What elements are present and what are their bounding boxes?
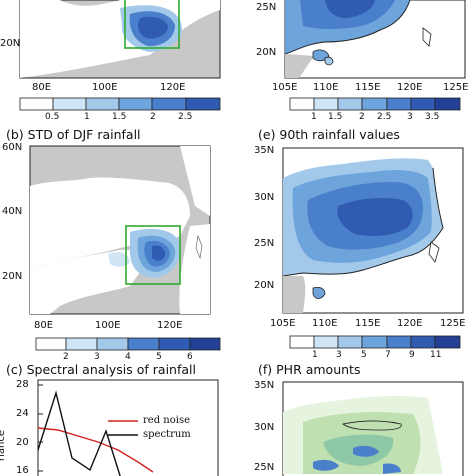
- colorbar-e-label-3: 5: [361, 350, 367, 360]
- lat-label-e-35n: 35N: [254, 145, 275, 156]
- lat-label-e-25n: 25N: [254, 238, 275, 249]
- colorbar-b: [35, 337, 221, 351]
- colorbar-b-label-4: 5: [156, 352, 162, 362]
- lat-label-a-20n: 20N: [0, 38, 21, 49]
- lat-label-d-20n: 20N: [256, 47, 277, 58]
- legend-spectrum-label: spectrum: [143, 429, 191, 440]
- colorbar-a: [19, 97, 221, 111]
- y-tick-c-20: 20: [16, 437, 29, 448]
- lat-label-f-35n: 35N: [254, 380, 275, 391]
- colorbar-b-label-2: 3: [94, 352, 100, 362]
- lat-label-b-20n: 20N: [2, 271, 23, 282]
- lon-label-b-80e: 80E: [34, 320, 54, 331]
- map-panel-f: [282, 381, 464, 476]
- colorbar-b-label-3: 4: [125, 352, 131, 362]
- colorbar-d-label-6: 3.5: [425, 112, 440, 122]
- map-panel-d: [284, 0, 466, 79]
- colorbar-d-label-1: 1: [311, 112, 317, 122]
- y-tick-c-24: 24: [16, 408, 29, 419]
- y-tick-c-28: 28: [16, 379, 29, 390]
- lon-label-a-80e: 80E: [32, 82, 52, 93]
- colorbar-b-label-5: 6: [187, 352, 193, 362]
- map-panel-b: [29, 145, 211, 315]
- colorbar-e: [289, 335, 461, 349]
- spectrum-line: [37, 390, 121, 476]
- lat-label-b-60n: 60N: [2, 142, 23, 153]
- lon-label-b-120e: 120E: [157, 320, 183, 331]
- lon-label-a-100e: 100E: [92, 82, 118, 93]
- red-noise-line: [37, 427, 154, 473]
- colorbar-e-label-2: 3: [336, 350, 342, 360]
- colorbar-d-label-3: 2: [359, 112, 365, 122]
- lon-label-e-120e: 120E: [397, 318, 423, 329]
- lat-label-b-40n: 40N: [2, 206, 23, 217]
- colorbar-d-label-4: 2.5: [377, 112, 392, 122]
- map-panel-e: [282, 147, 464, 314]
- colorbar-a-label-2: 1: [84, 112, 90, 122]
- panel-b-title: (b) STD of DJF rainfall: [6, 127, 141, 142]
- y-tick-c-16: 16: [16, 465, 29, 476]
- lon-label-e-125e: 125E: [440, 318, 466, 329]
- legend-red-noise-label: red noise: [143, 415, 190, 426]
- domain-box-a: [124, 0, 180, 49]
- colorbar-d-label-2: 1.5: [328, 112, 343, 122]
- lon-label-d-105e: 105E: [272, 82, 298, 93]
- spectrum-plot: [37, 379, 219, 476]
- lon-label-e-110e: 110E: [312, 318, 338, 329]
- lon-label-a-120e: 120E: [160, 82, 186, 93]
- colorbar-a-label-1: 0.5: [45, 112, 60, 122]
- colorbar-e-label-6: 11: [430, 350, 442, 360]
- lat-label-e-20n: 20N: [254, 280, 275, 291]
- colorbar-a-label-4: 2: [150, 112, 156, 122]
- lon-label-d-110e: 110E: [313, 82, 339, 93]
- lat-label-e-30n: 30N: [254, 192, 275, 203]
- lon-label-b-100e: 100E: [95, 320, 121, 331]
- lon-label-e-105e: 105E: [270, 318, 296, 329]
- lon-label-d-115e: 115E: [355, 82, 381, 93]
- panel-f-title: (f) PHR amounts: [258, 362, 361, 377]
- colorbar-a-label-3: 1.5: [112, 112, 127, 122]
- panel-e-title: (e) 90th rainfall values: [258, 127, 400, 142]
- domain-box-b: [125, 225, 181, 285]
- colorbar-e-label-4: 7: [385, 350, 391, 360]
- lat-label-f-30n: 30N: [254, 422, 275, 433]
- lat-label-d-25n: 25N: [256, 2, 277, 13]
- colorbar-d: [289, 97, 461, 111]
- panel-c-title: (c) Spectral analysis of rainfall: [6, 362, 196, 377]
- map-panel-a: [19, 0, 221, 79]
- lon-label-d-125e: 125E: [443, 82, 469, 93]
- colorbar-e-label-5: 9: [409, 350, 415, 360]
- lat-label-f-25n: 25N: [254, 462, 275, 473]
- lon-label-e-115e: 115E: [355, 318, 381, 329]
- colorbar-b-label-1: 2: [63, 352, 69, 362]
- colorbar-a-label-5: 2.5: [178, 112, 193, 122]
- lon-label-d-120e: 120E: [397, 82, 423, 93]
- y-axis-label-c: riance: [0, 429, 8, 462]
- colorbar-e-label-1: 1: [312, 350, 318, 360]
- colorbar-d-label-5: 3: [407, 112, 413, 122]
